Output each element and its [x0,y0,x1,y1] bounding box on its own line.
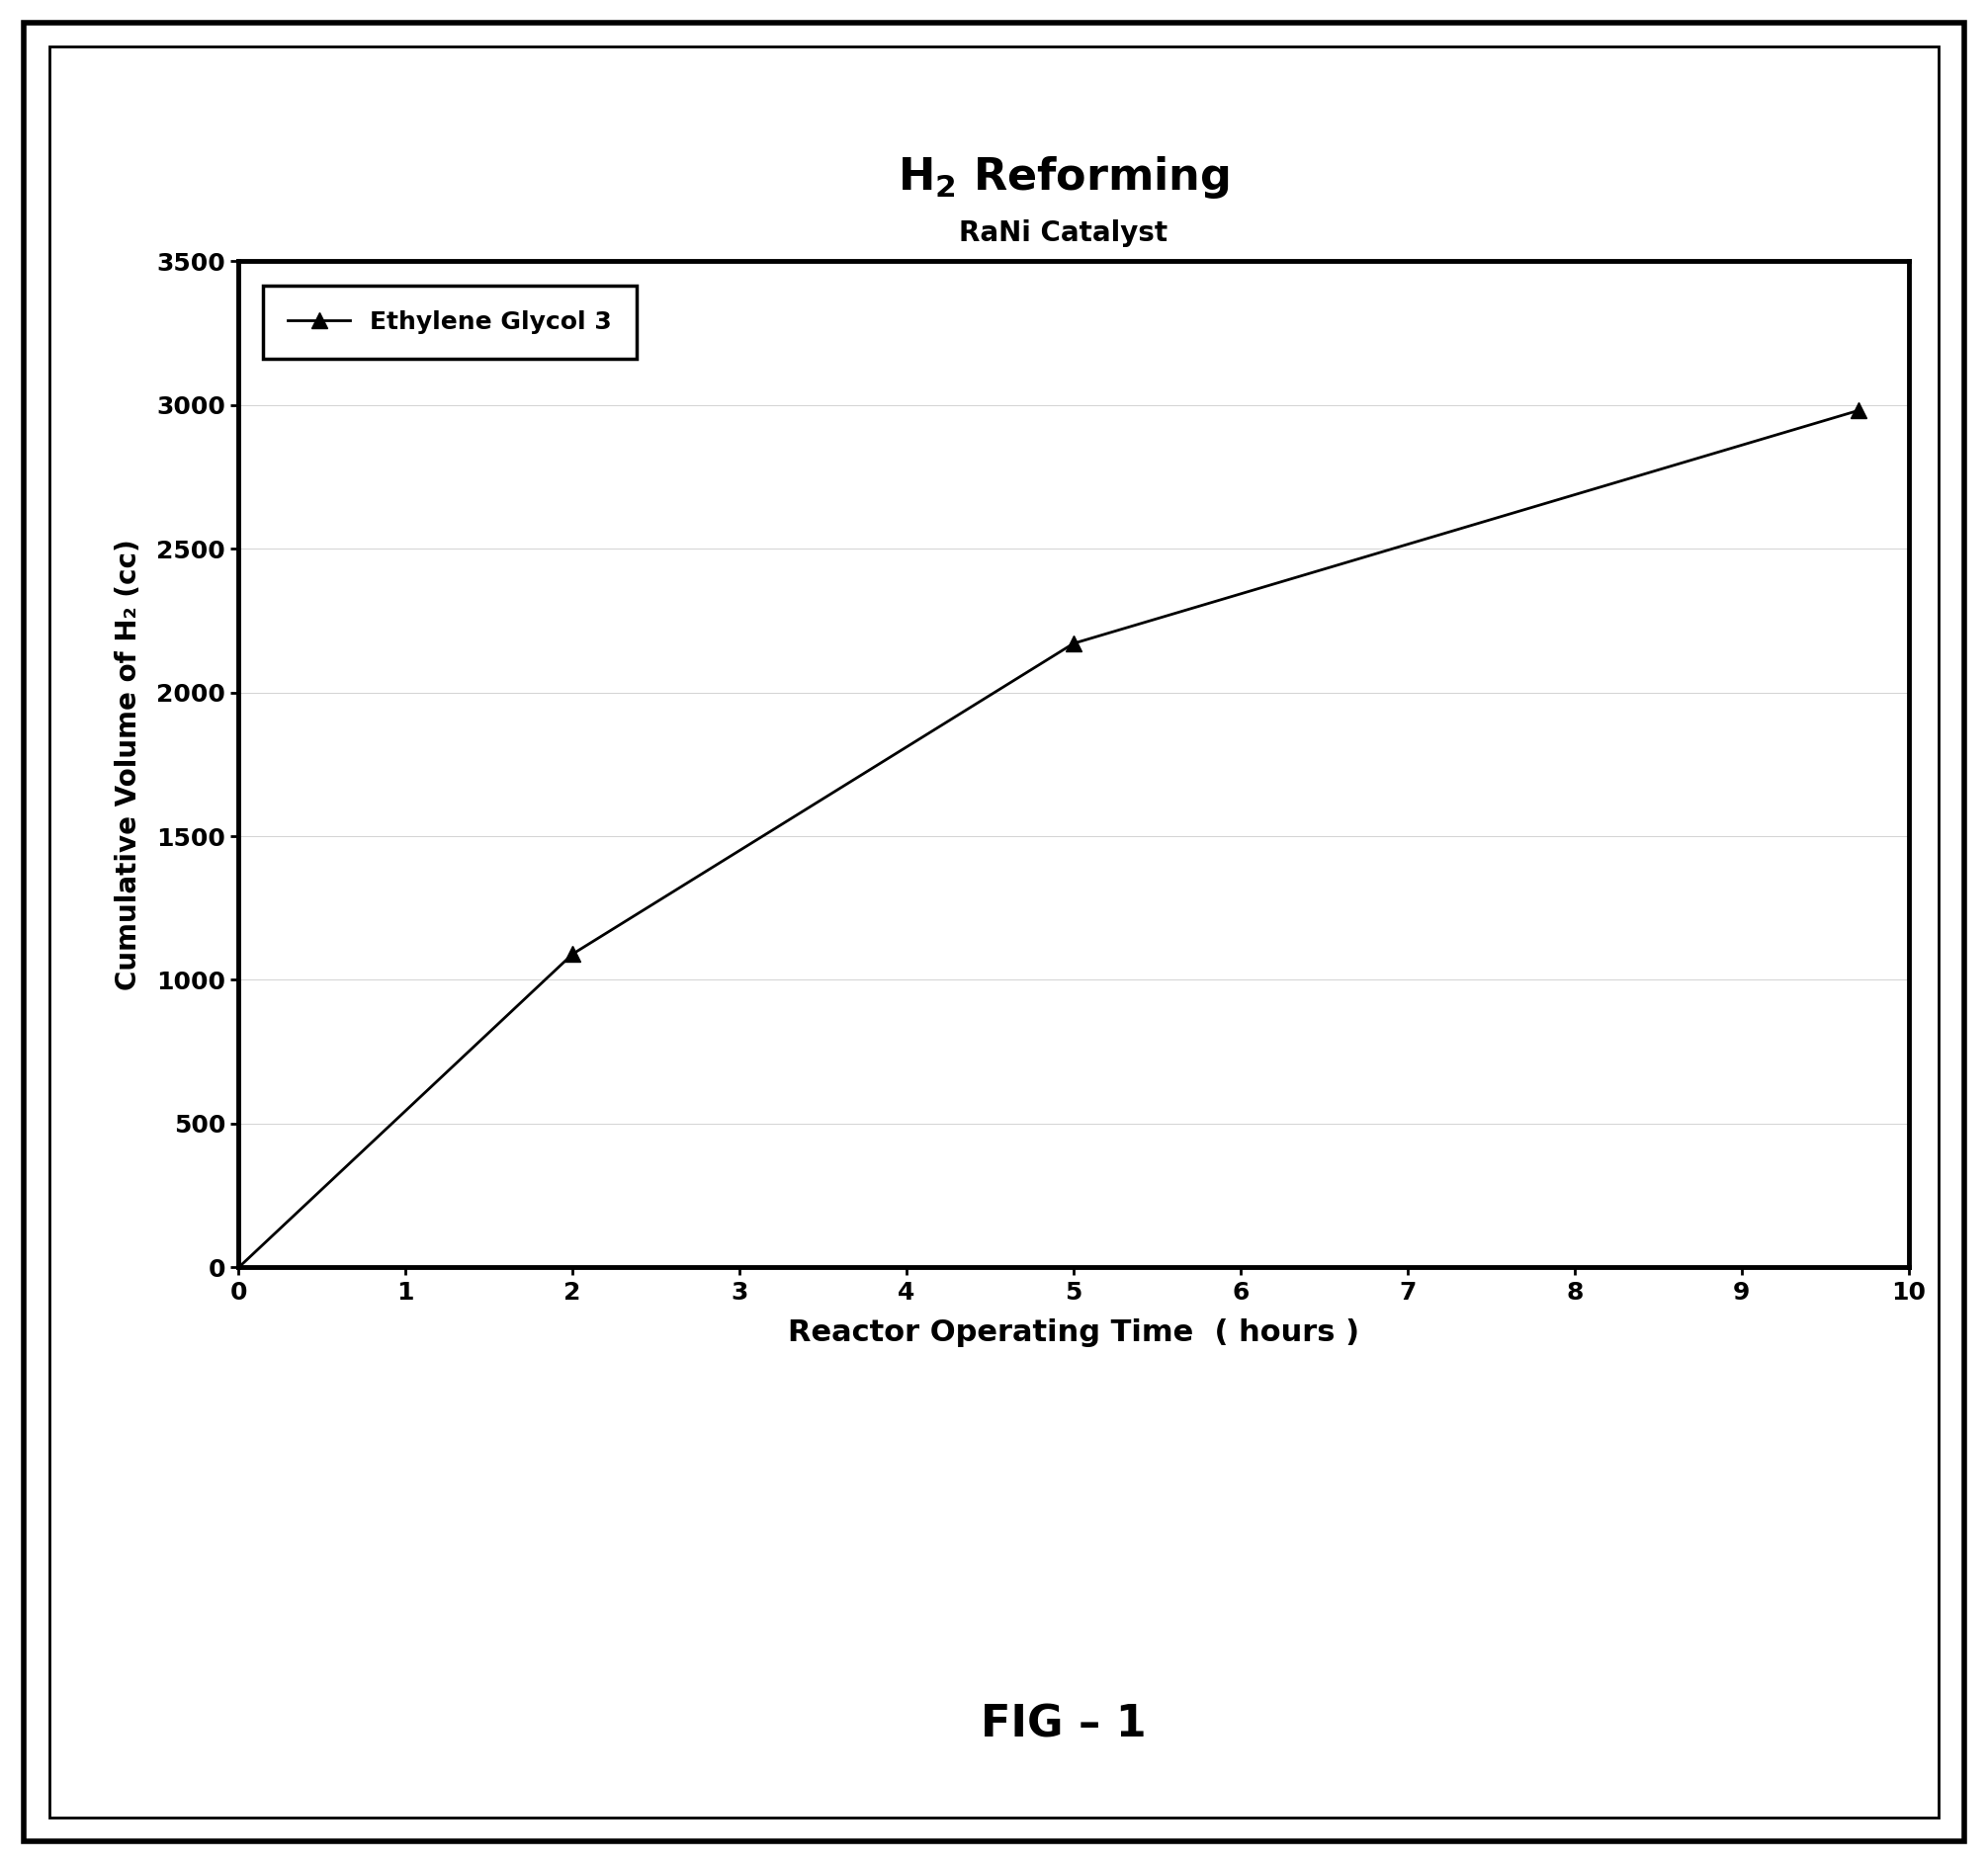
X-axis label: Reactor Operating Time  ( hours ): Reactor Operating Time ( hours ) [787,1318,1360,1346]
Ethylene Glycol 3 [1847,399,1871,421]
Text: $\mathbf{H_2}$ $\mathbf{Reforming}$: $\mathbf{H_2}$ $\mathbf{Reforming}$ [899,155,1229,199]
Legend: Ethylene Glycol 3: Ethylene Glycol 3 [262,285,636,358]
Ethylene Glycol 3 [1062,632,1085,654]
Text: FIG – 1: FIG – 1 [980,1704,1147,1745]
Y-axis label: Cumulative Volume of H₂ (cc): Cumulative Volume of H₂ (cc) [115,539,143,990]
Ethylene Glycol 3 [561,943,584,966]
Text: RaNi Catalyst: RaNi Catalyst [960,220,1167,246]
Line: Ethylene Glycol 3: Ethylene Glycol 3 [231,403,1867,1275]
Ethylene Glycol 3 [227,1256,250,1279]
